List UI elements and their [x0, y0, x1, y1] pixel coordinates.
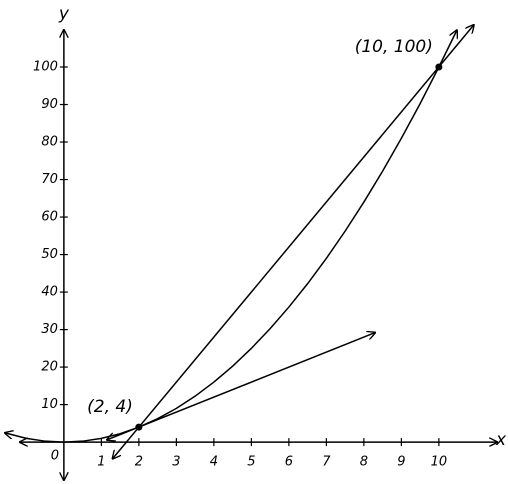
point [435, 63, 443, 71]
point-label: (2, 4) [87, 397, 133, 417]
y-tick-label: 70 [41, 172, 58, 187]
y-tick-label: 40 [41, 285, 58, 300]
y-tick-label: 10 [41, 397, 58, 412]
x-tick-label: 1 [97, 455, 105, 470]
curve [5, 30, 457, 443]
x-tick-label: 6 [285, 455, 293, 470]
curve [113, 25, 474, 459]
point-label: (10, 100) [355, 37, 433, 57]
x-tick-label: 9 [397, 455, 405, 470]
origin-label: 0 [51, 449, 59, 464]
y-tick-label: 90 [41, 97, 58, 112]
y-tick-label: 100 [33, 60, 58, 75]
x-tick-label: 3 [172, 455, 180, 470]
y-axis-label: y [58, 4, 70, 24]
point [135, 423, 143, 431]
x-axis-label: x [495, 430, 507, 450]
y-tick-label: 30 [41, 322, 58, 337]
x-tick-label: 8 [360, 455, 368, 470]
y-tick-label: 20 [41, 360, 58, 375]
x-tick-label: 2 [135, 455, 143, 470]
x-tick-label: 7 [322, 455, 331, 470]
y-tick-label: 50 [41, 247, 58, 262]
x-tick-label: 5 [247, 455, 255, 470]
x-tick-label: 4 [210, 455, 218, 470]
curve [107, 333, 375, 440]
y-tick-label: 80 [41, 135, 58, 150]
x-tick-label: 10 [431, 455, 448, 470]
y-tick-label: 60 [41, 210, 58, 225]
